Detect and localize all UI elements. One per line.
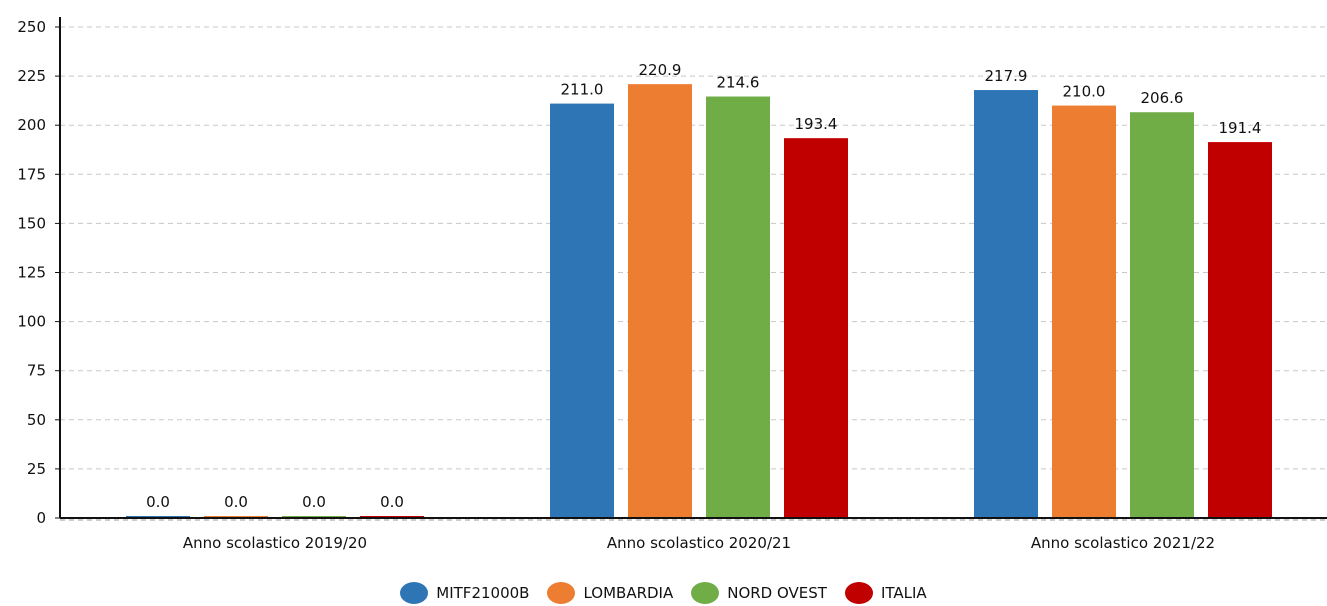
y-tick-label: 200 (17, 116, 46, 134)
y-tick-label: 0 (36, 509, 46, 527)
legend-item[interactable]: MITF21000B (400, 582, 529, 604)
x-tick-label: Anno scolastico 2020/21 (607, 534, 791, 552)
x-tick-label: Anno scolastico 2019/20 (183, 534, 367, 552)
data-label: 206.6 (1141, 89, 1184, 107)
y-tick-label: 75 (27, 362, 46, 380)
y-tick-label: 50 (27, 411, 46, 429)
legend-swatch (547, 582, 576, 604)
data-label: 217.9 (985, 67, 1028, 85)
legend-item[interactable]: NORD OVEST (691, 582, 827, 604)
x-axis-ticks: Anno scolastico 2019/20 Anno scolastico 2… (183, 534, 1215, 552)
data-label: 0.0 (380, 493, 404, 511)
y-tick-label: 25 (27, 460, 46, 478)
bars (126, 84, 1272, 518)
legend: MITF21000B LOMBARDIA NORD OVEST ITALIA (0, 582, 1327, 604)
bar-italia[interactable] (1208, 142, 1272, 518)
legend-item[interactable]: LOMBARDIA (547, 582, 673, 604)
data-labels: 0.0 0.0 0.0 0.0 211.0 220.9 214.6 193.4 217.9 210… (146, 61, 1261, 511)
legend-label: MITF21000B (436, 584, 530, 602)
legend-label: LOMBARDIA (583, 584, 674, 602)
y-tick-label: 100 (17, 313, 46, 331)
legend-label: ITALIA (880, 584, 927, 602)
bar-lombardia[interactable] (1052, 105, 1116, 518)
data-label: 214.6 (717, 74, 760, 92)
y-tick-label: 125 (17, 264, 46, 282)
data-label: 193.4 (795, 115, 838, 133)
legend-label: NORD OVEST (727, 584, 827, 602)
bar-lombardia[interactable] (628, 84, 692, 518)
data-label: 0.0 (302, 493, 326, 511)
legend-swatch (400, 582, 429, 604)
y-axis-ticks: 0 25 50 75 100 125 150 175 200 225 250 (17, 18, 60, 527)
data-label: 0.0 (146, 493, 170, 511)
y-tick-label: 250 (17, 18, 46, 36)
legend-swatch (691, 582, 720, 604)
data-label: 220.9 (639, 61, 682, 79)
bar-italia[interactable] (784, 138, 848, 518)
data-label: 211.0 (561, 81, 604, 99)
data-label: 0.0 (224, 493, 248, 511)
data-label: 191.4 (1219, 119, 1262, 137)
bar-nord-ovest[interactable] (706, 96, 770, 518)
y-tick-label: 175 (17, 165, 46, 183)
y-tick-label: 150 (17, 214, 46, 232)
data-label: 210.0 (1063, 83, 1106, 101)
y-tick-label: 225 (17, 67, 46, 85)
legend-item[interactable]: ITALIA (844, 582, 927, 604)
bar-nord-ovest[interactable] (1130, 112, 1194, 518)
grid-lines (60, 26, 1327, 470)
x-tick-label: Anno scolastico 2021/22 (1031, 534, 1215, 552)
legend-swatch (844, 582, 873, 604)
bar-mitf21000b[interactable] (550, 103, 614, 518)
axes (59, 17, 1327, 521)
bar-mitf21000b[interactable] (974, 90, 1038, 518)
